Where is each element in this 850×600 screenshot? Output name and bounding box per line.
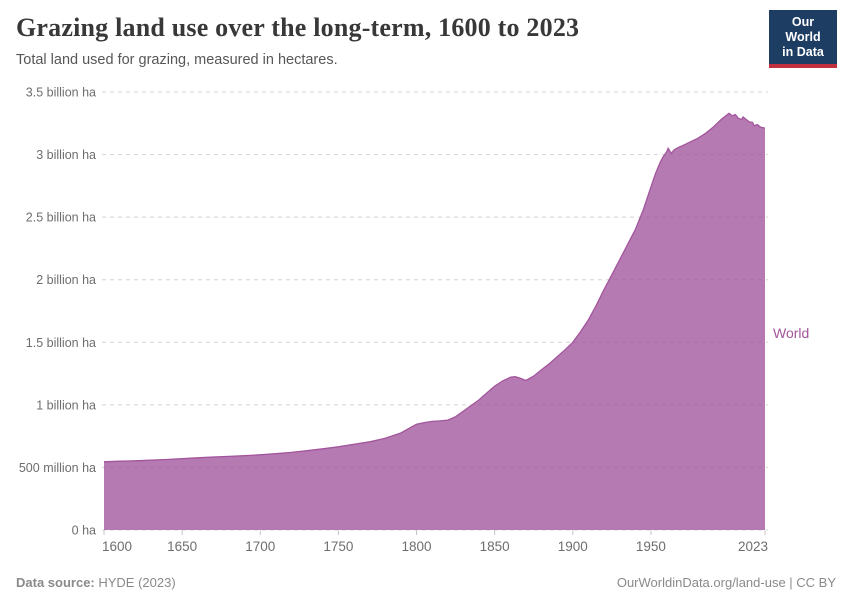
series-entity-label: World [773, 325, 810, 341]
y-axis-label: 0 ha [72, 524, 96, 538]
x-axis-label: 1850 [480, 539, 510, 554]
license-link[interactable]: OurWorldinData.org/land-use | CC BY [616, 575, 836, 590]
world-area[interactable] [104, 113, 765, 531]
y-axis-label: 1 billion ha [36, 398, 96, 412]
y-axis-label: 3.5 billion ha [26, 86, 96, 100]
x-axis-label: 1750 [323, 539, 353, 554]
y-axis-label: 3 billion ha [36, 148, 96, 162]
data-source-label: Data source: [16, 575, 95, 590]
owid-logo-line2: in Data [782, 45, 824, 59]
y-axis-label: 500 million ha [19, 461, 96, 475]
y-axis-label: 1.5 billion ha [26, 336, 96, 350]
owid-logo[interactable]: Our World in Data [769, 10, 837, 68]
page-title: Grazing land use over the long-term, 160… [16, 13, 580, 42]
y-axis-label: 2 billion ha [36, 273, 96, 287]
x-axis-label: 1950 [636, 539, 666, 554]
x-axis-label: 2023 [738, 539, 768, 554]
chart-subtitle: Total land used for grazing, measured in… [16, 52, 338, 68]
data-source-value: HYDE (2023) [94, 575, 176, 590]
x-axis-label: 1650 [167, 539, 197, 554]
world-line [103, 112, 766, 463]
x-axis-label: 1800 [402, 539, 432, 554]
x-axis-label: 1900 [558, 539, 588, 554]
data-source-note: Data source: HYDE (2023) [16, 575, 176, 590]
owid-logo-line1: Our World [785, 15, 821, 44]
x-axis-label: 1600 [102, 539, 132, 554]
x-axis-label: 1700 [245, 539, 275, 554]
y-axis-label: 2.5 billion ha [26, 211, 96, 225]
